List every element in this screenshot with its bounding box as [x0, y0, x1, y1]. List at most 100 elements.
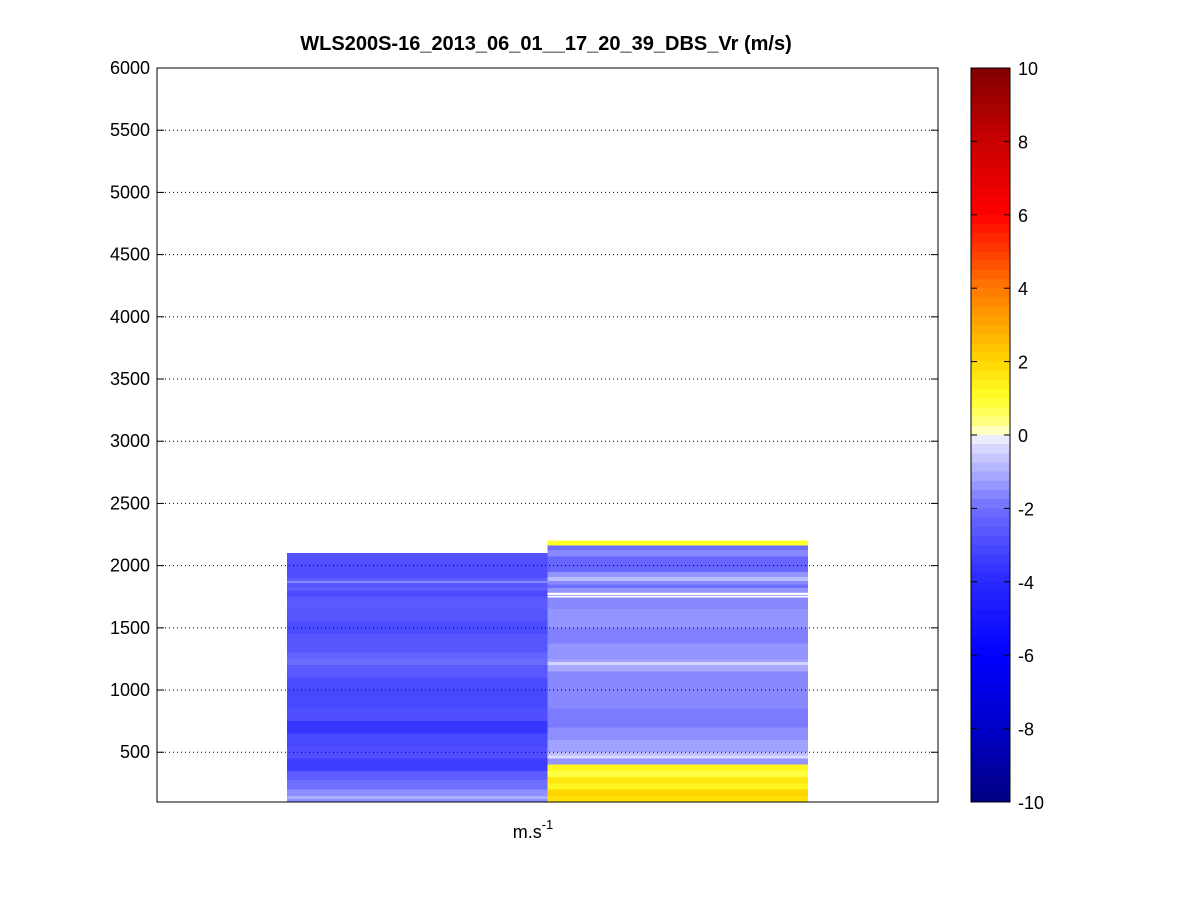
heatmap-cell-col1 [287, 652, 548, 659]
heatmap-cell-col1 [287, 758, 548, 771]
colorbar-tick-label: -4 [1018, 573, 1034, 593]
colorbar-swatch [971, 150, 1010, 161]
y-tick-label: 500 [120, 742, 150, 762]
colorbar-swatch [971, 746, 1010, 757]
colorbar-swatch [971, 572, 1010, 583]
colorbar-swatch [971, 508, 1010, 519]
colorbar-tick-label: 0 [1018, 426, 1028, 446]
heatmap-cell-col1 [287, 609, 548, 622]
colorbar-swatch [971, 306, 1010, 317]
colorbar-swatch [971, 783, 1010, 794]
heatmap-cell-col2 [547, 658, 808, 663]
colorbar-tick-label: 10 [1018, 59, 1038, 79]
colorbar-swatch [971, 774, 1010, 785]
y-tick-label: 4500 [110, 245, 150, 265]
colorbar-tick-label: 2 [1018, 353, 1028, 373]
colorbar-swatch [971, 187, 1010, 198]
colorbar-swatch [971, 86, 1010, 97]
heatmap-cell-col2 [547, 550, 808, 557]
colorbar-tick-label: 8 [1018, 132, 1028, 152]
colorbar-swatch [971, 113, 1010, 124]
colorbar-swatch [971, 517, 1010, 528]
heatmap-cell-col1 [287, 789, 548, 796]
heatmap-cell-col2 [547, 777, 808, 784]
y-tick-label: 5000 [110, 182, 150, 202]
heatmap-cell-col2 [547, 770, 808, 778]
colorbar-swatch [971, 554, 1010, 565]
x-axis-label-base: m.s [513, 822, 542, 842]
colorbar-tick-label: -2 [1018, 499, 1034, 519]
colorbar-swatch [971, 196, 1010, 207]
heatmap-cell-col2 [547, 592, 808, 595]
colorbar-swatch [971, 499, 1010, 509]
colorbar-swatch [971, 545, 1010, 555]
heatmap-cell-col1 [287, 634, 548, 653]
colorbar-swatch [971, 178, 1010, 188]
colorbar-swatch [971, 490, 1010, 500]
colorbar-swatch [971, 425, 1010, 436]
colorbar-tick-label: -6 [1018, 646, 1034, 666]
colorbar-swatch [971, 618, 1010, 629]
colorbar-swatch [971, 646, 1010, 656]
heatmap-cell-col2 [547, 708, 808, 728]
heatmap-cell-col2 [547, 662, 808, 666]
y-tick-label: 3000 [110, 431, 150, 451]
colorbar-swatch [971, 416, 1010, 427]
colorbar-swatch [971, 590, 1010, 601]
heatmap-cell-col1 [287, 677, 548, 691]
heatmap-cell-col2 [547, 643, 808, 659]
y-tick-label: 4000 [110, 307, 150, 327]
y-tick-label: 6000 [110, 58, 150, 78]
colorbar-swatch [971, 462, 1010, 473]
colorbar-swatch [971, 710, 1010, 721]
y-tick-label: 5500 [110, 120, 150, 140]
heatmap-cell-col1 [287, 559, 548, 579]
colorbar-swatch [971, 334, 1010, 344]
colorbar-swatch [971, 526, 1010, 537]
y-tick-label: 1000 [110, 680, 150, 700]
colorbar-swatch [971, 389, 1010, 399]
colorbar-swatch [971, 655, 1010, 665]
colorbar-swatch [971, 141, 1010, 152]
heatmap-cell-col2 [547, 783, 808, 790]
colorbar-swatch [971, 370, 1010, 381]
colorbar-swatch [971, 765, 1010, 776]
heatmap-cell-col1 [287, 795, 548, 799]
colorbar-swatch [971, 233, 1010, 243]
heatmap-cell-col2 [547, 727, 808, 740]
heatmap-cell-col2 [547, 755, 808, 759]
colorbar-swatch [971, 352, 1010, 363]
colorbar-swatch [971, 471, 1010, 482]
colorbar-swatch [971, 223, 1010, 234]
heatmap-cell-col2 [547, 752, 808, 756]
heatmap-cell-col2 [547, 588, 808, 592]
colorbar-swatch [971, 123, 1010, 133]
heatmap-cell-col2 [547, 597, 808, 610]
colorbar-tick-label: -10 [1018, 793, 1044, 813]
heatmap-cell-col2 [547, 609, 808, 628]
heatmap-cell-col2 [547, 627, 808, 644]
colorbar-swatch [971, 453, 1010, 464]
colorbar-swatch [971, 324, 1010, 335]
colorbar-swatch [971, 343, 1010, 354]
colorbar-swatch [971, 682, 1010, 693]
heatmap-cell-col1 [287, 733, 548, 747]
heatmap-cell-col1 [287, 770, 548, 781]
heatmap-cell-col2 [547, 591, 808, 593]
colorbar-swatch [971, 719, 1010, 730]
colorbar-swatch [971, 77, 1010, 87]
heatmap-cell-col2 [547, 584, 808, 589]
heatmap-cell-col2 [547, 758, 808, 765]
heatmap-cell-col1 [287, 798, 548, 802]
heatmap-cell-col1 [287, 708, 548, 722]
colorbar-tick-label: 4 [1018, 279, 1028, 299]
heatmap-cell-col1 [287, 721, 548, 734]
colorbar-swatch [971, 563, 1010, 574]
heatmap-cell-col1 [287, 578, 548, 582]
x-axis-label: m.s-1 [513, 817, 554, 842]
heatmap-cell-col1 [287, 581, 548, 584]
heatmap-cell-col2 [547, 696, 808, 709]
y-tick-label: 2000 [110, 556, 150, 576]
colorbar-swatch [971, 297, 1010, 308]
